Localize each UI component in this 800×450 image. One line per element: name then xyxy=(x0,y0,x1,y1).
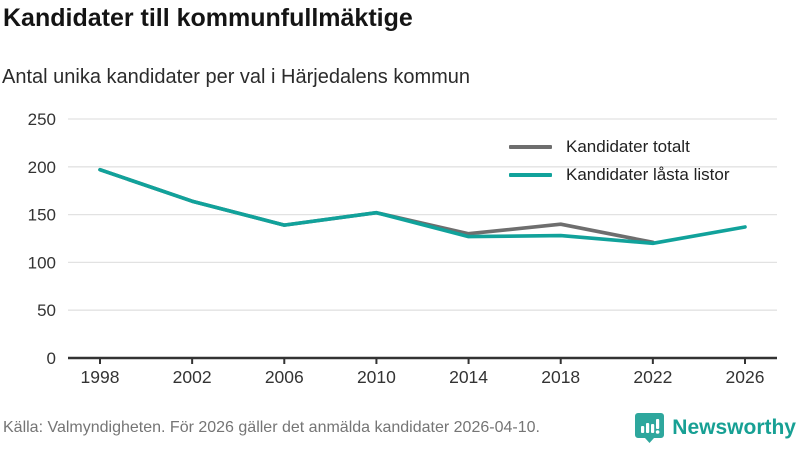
legend-item-total: Kandidater totalt xyxy=(509,137,729,156)
chart-subtitle: Antal unika kandidater per val i Härjeda… xyxy=(2,66,471,88)
x-tick-label-1998: 1998 xyxy=(81,367,120,387)
x-tick-label-2010: 2010 xyxy=(357,367,396,387)
y-tick-label-200: 200 xyxy=(28,158,56,177)
y-tick-label-100: 100 xyxy=(28,253,56,272)
legend-item-locked-lists: Kandidater låsta listor xyxy=(509,165,729,184)
y-tick-label-50: 50 xyxy=(37,301,56,320)
legend-label-locked-lists: Kandidater låsta listor xyxy=(566,164,730,184)
x-tick-label-2006: 2006 xyxy=(265,367,304,387)
x-tick-label-2002: 2002 xyxy=(173,367,212,387)
legend-label-total: Kandidater totalt xyxy=(566,136,690,156)
x-tick-label-2014: 2014 xyxy=(449,367,488,387)
bubble-shape xyxy=(635,413,665,443)
y-tick-label-150: 150 xyxy=(28,206,56,225)
source-note: Källa: Valmyndigheten. För 2026 gäller d… xyxy=(3,419,540,436)
y-tick-label-250: 250 xyxy=(28,110,56,129)
legend: Kandidater totalt Kandidater låsta listo… xyxy=(509,137,729,184)
footer: Källa: Valmyndigheten. För 2026 gäller d… xyxy=(0,410,800,450)
x-tick-label-2026: 2026 xyxy=(726,367,765,387)
brand-name: Newsworthy xyxy=(672,415,796,439)
y-tick-label-0: 0 xyxy=(47,349,56,368)
chart-title: Kandidater till kommunfullmäktige xyxy=(3,4,413,32)
legend-swatch-locked-lists xyxy=(509,172,552,177)
series-line-1 xyxy=(98,167,747,246)
legend-swatch-total xyxy=(509,144,552,149)
x-tick-label-2022: 2022 xyxy=(633,367,672,387)
newsworthy-bubble-chart-icon xyxy=(635,413,665,443)
newsworthy-logo: Newsworthy xyxy=(634,412,796,443)
x-tick-label-2018: 2018 xyxy=(541,367,580,387)
